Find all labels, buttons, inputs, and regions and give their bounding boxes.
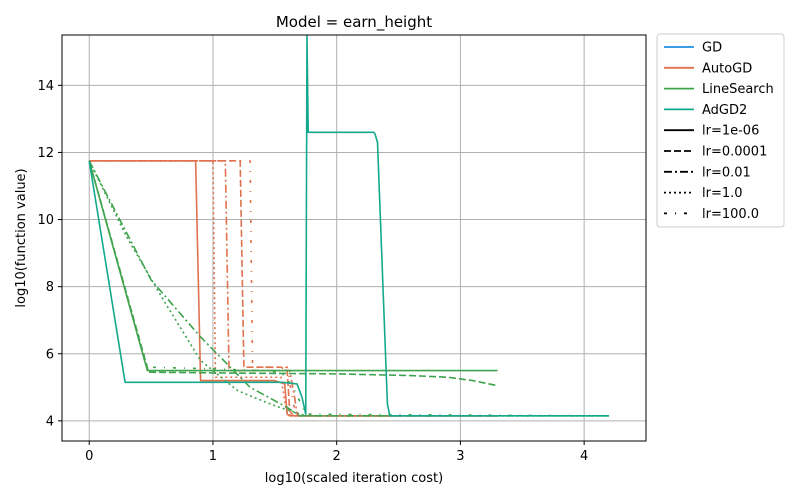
y-tick-label: 8 [46, 280, 54, 295]
x-tick-label: 2 [333, 449, 341, 464]
grid [62, 35, 646, 441]
x-tick-label: 0 [85, 449, 93, 464]
legend: GD AutoGD LineSearch AdGD2 lr=1e-06 lr=0.0001… [656, 33, 785, 228]
legend-label-lr-1-0: lr=1.0 [702, 186, 743, 201]
legend-label-autogd: AutoGD [702, 61, 752, 76]
series-line-linesearch-lr-1e-06 [88, 160, 498, 372]
legend-label-lr-0-01: lr=0.01 [702, 165, 751, 180]
legend-label-lr-100-0: lr=100.0 [702, 207, 759, 222]
x-tick-label: 3 [456, 449, 464, 464]
legend-frame [656, 33, 785, 228]
y-tick-label: 10 [37, 213, 54, 228]
series-line-autogd-lr-0-0001 [89, 160, 498, 417]
legend-label-adgd2: AdGD2 [702, 103, 747, 118]
series-line-linesearch-lr-0-01 [88, 160, 609, 417]
y-axis-label: log10(function value) [14, 168, 29, 307]
series-line-adgd2-lr-1e-06 [88, 35, 609, 417]
x-tick-label: 1 [209, 449, 217, 464]
legend-label-lr-1e-06: lr=1e-06 [702, 124, 759, 139]
legend-label-linesearch: LineSearch [702, 82, 774, 97]
chart-title: Model = earn_height [276, 13, 432, 32]
plot-frame [61, 34, 647, 442]
series-line-linesearch-lr-0-0001 [88, 160, 498, 387]
y-tick-label: 4 [46, 414, 54, 429]
x-tick-label: 4 [580, 449, 588, 464]
x-axis-label: log10(scaled iteration cost) [265, 471, 443, 486]
series-layer [88, 35, 609, 417]
series-line-autogd-lr-100-0 [89, 160, 498, 417]
legend-label-gd: GD [702, 41, 722, 56]
legend-label-lr-0-0001: lr=0.0001 [702, 145, 767, 160]
y-tick-label: 6 [46, 347, 54, 362]
series-line-linesearch-lr-1-0 [88, 160, 609, 417]
y-tick-label: 14 [37, 79, 54, 94]
plot-background [62, 35, 646, 441]
y-tick-label: 12 [37, 146, 54, 161]
